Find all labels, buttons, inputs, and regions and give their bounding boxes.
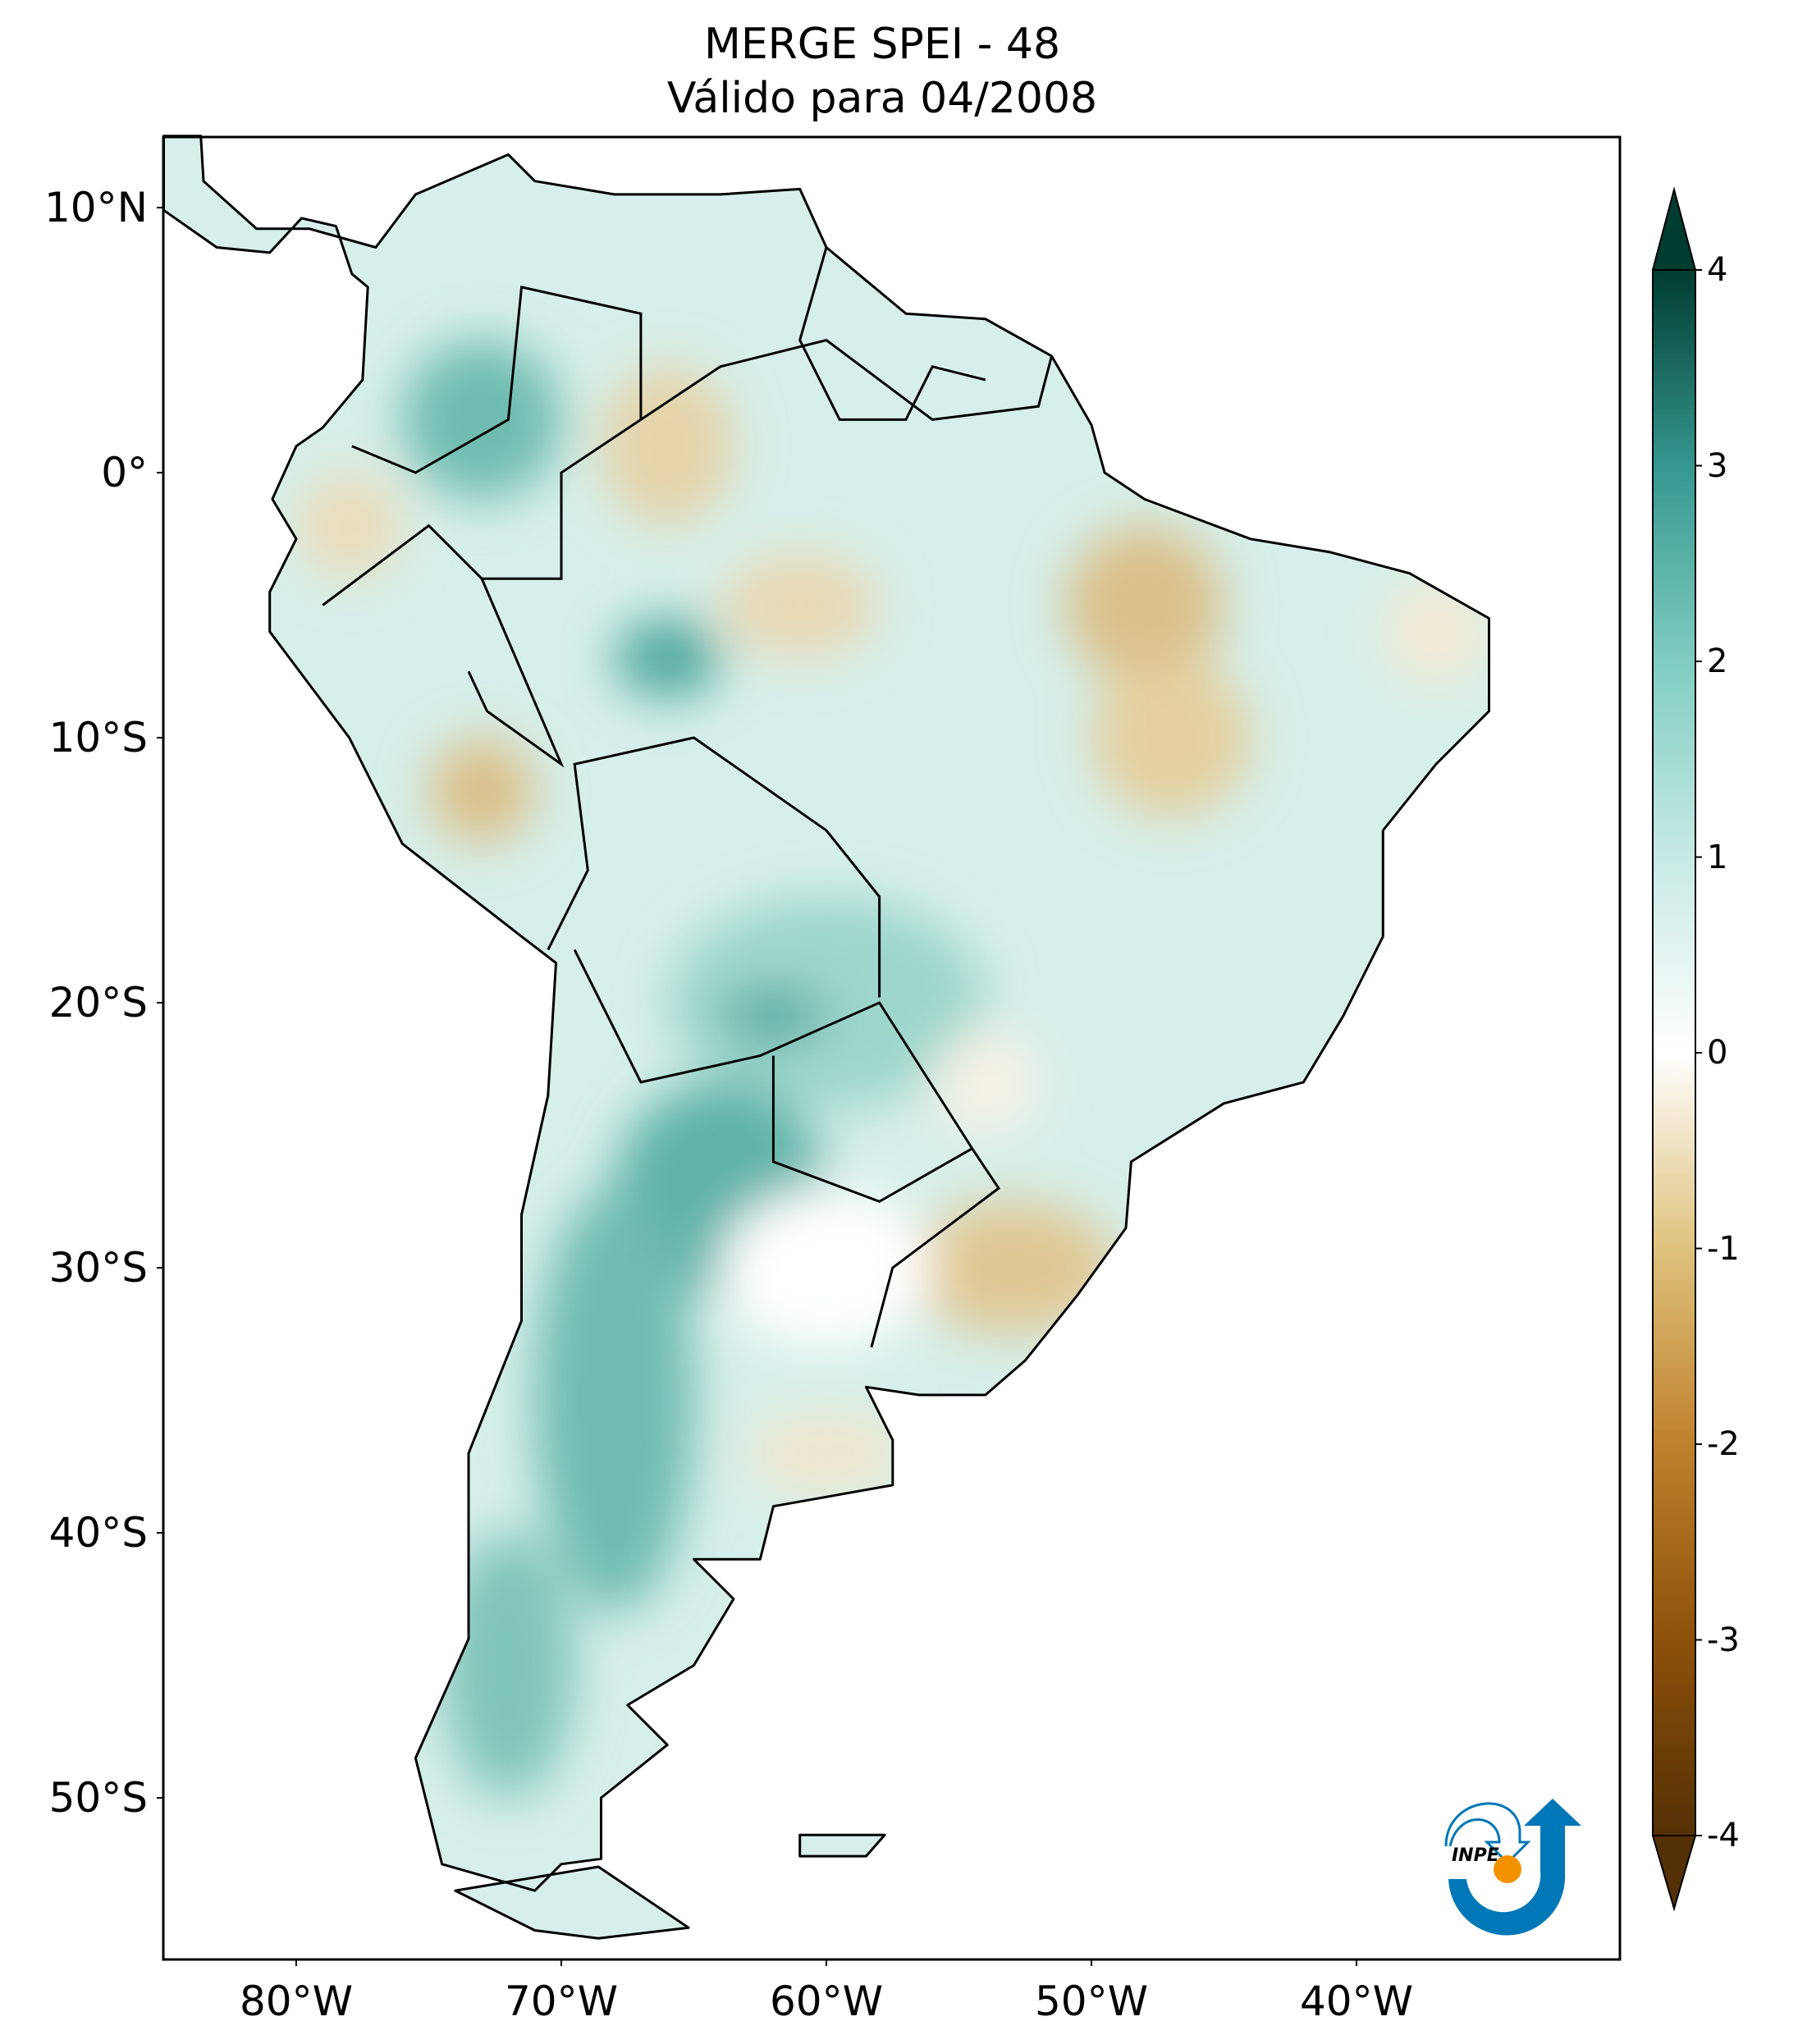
colorbar-extend-max (1651, 186, 1697, 271)
colorbar-tick-label: -2 (1707, 1425, 1740, 1463)
country-border (573, 949, 1000, 1348)
colorbar-tick-label: 2 (1707, 642, 1728, 680)
colorbar-gradient (1652, 269, 1696, 1836)
spei-anomaly-patch (1064, 525, 1224, 685)
spei-anomaly-patch (667, 896, 986, 1109)
land-layer (163, 135, 1489, 1939)
lat-tick-label: 40°S (48, 1509, 148, 1557)
lon-tick-label: 50°W (1034, 1978, 1149, 2025)
spei-anomaly-patch (932, 1029, 1039, 1136)
lat-tick-label: 10°N (43, 184, 148, 231)
lat-tick-label: 10°S (48, 714, 148, 761)
lat-tick-label: 20°S (48, 979, 148, 1027)
map-frame (162, 135, 1622, 1961)
inpe-logo: INPE (1444, 1799, 1581, 1936)
map-title: MERGE SPEI - 48 (703, 20, 1061, 69)
colorbar-tick-label: 4 (1707, 251, 1728, 289)
country-border (322, 524, 483, 606)
colorbar-tick-label: -3 (1707, 1621, 1740, 1659)
colorbar-tick-label: -1 (1707, 1229, 1740, 1268)
spei-anomaly-patch (428, 738, 535, 844)
lat-tick-label: 0° (101, 449, 148, 496)
svg-text:INPE: INPE (1452, 1845, 1499, 1866)
country-border (467, 338, 1054, 768)
colorbar-tick-label: -4 (1707, 1817, 1740, 1854)
spei-anomaly-patch (296, 473, 403, 579)
spei-anomaly-patch (720, 989, 827, 1043)
country-border (798, 247, 986, 421)
spei-anomaly-patch (1091, 658, 1251, 817)
coastline (162, 135, 1490, 1940)
lat-tick-label: 30°S (48, 1244, 148, 1292)
spei-anomaly-patch (1383, 578, 1489, 685)
colorbar-tick-label: 0 (1707, 1034, 1728, 1072)
country-border (351, 286, 643, 474)
spei-anomaly-patch (441, 1533, 575, 1798)
country-borders (162, 135, 1490, 1940)
lon-tick-label: 60°W (769, 1978, 884, 2025)
spei-anomaly-patch (601, 366, 734, 526)
spei-anomaly-patch (747, 1413, 906, 1493)
country-border (771, 1055, 973, 1203)
colorbar-tick-label: 3 (1707, 446, 1728, 485)
spei-anomaly-patch (614, 618, 721, 698)
lon-tick-label: 80°W (239, 1978, 354, 2025)
colorbar-tick-label: 1 (1707, 838, 1728, 876)
country-border (547, 736, 881, 998)
colorbar-extend-min (1651, 1835, 1697, 1912)
spei-anomaly-patch (905, 1201, 1119, 1334)
lat-tick-label: 50°S (48, 1774, 148, 1822)
spei-anomaly-patch (720, 1188, 933, 1347)
colorbar (1651, 186, 1702, 1912)
lon-tick-label: 70°W (504, 1978, 619, 2025)
lon-tick-label: 40°W (1299, 1978, 1414, 2025)
spei-anomaly-patch (402, 340, 561, 500)
map-subtitle: Válido para 04/2008 (666, 74, 1098, 123)
spei-anomaly-patch (720, 551, 880, 659)
spei-anomaly-patch (534, 1188, 694, 1612)
